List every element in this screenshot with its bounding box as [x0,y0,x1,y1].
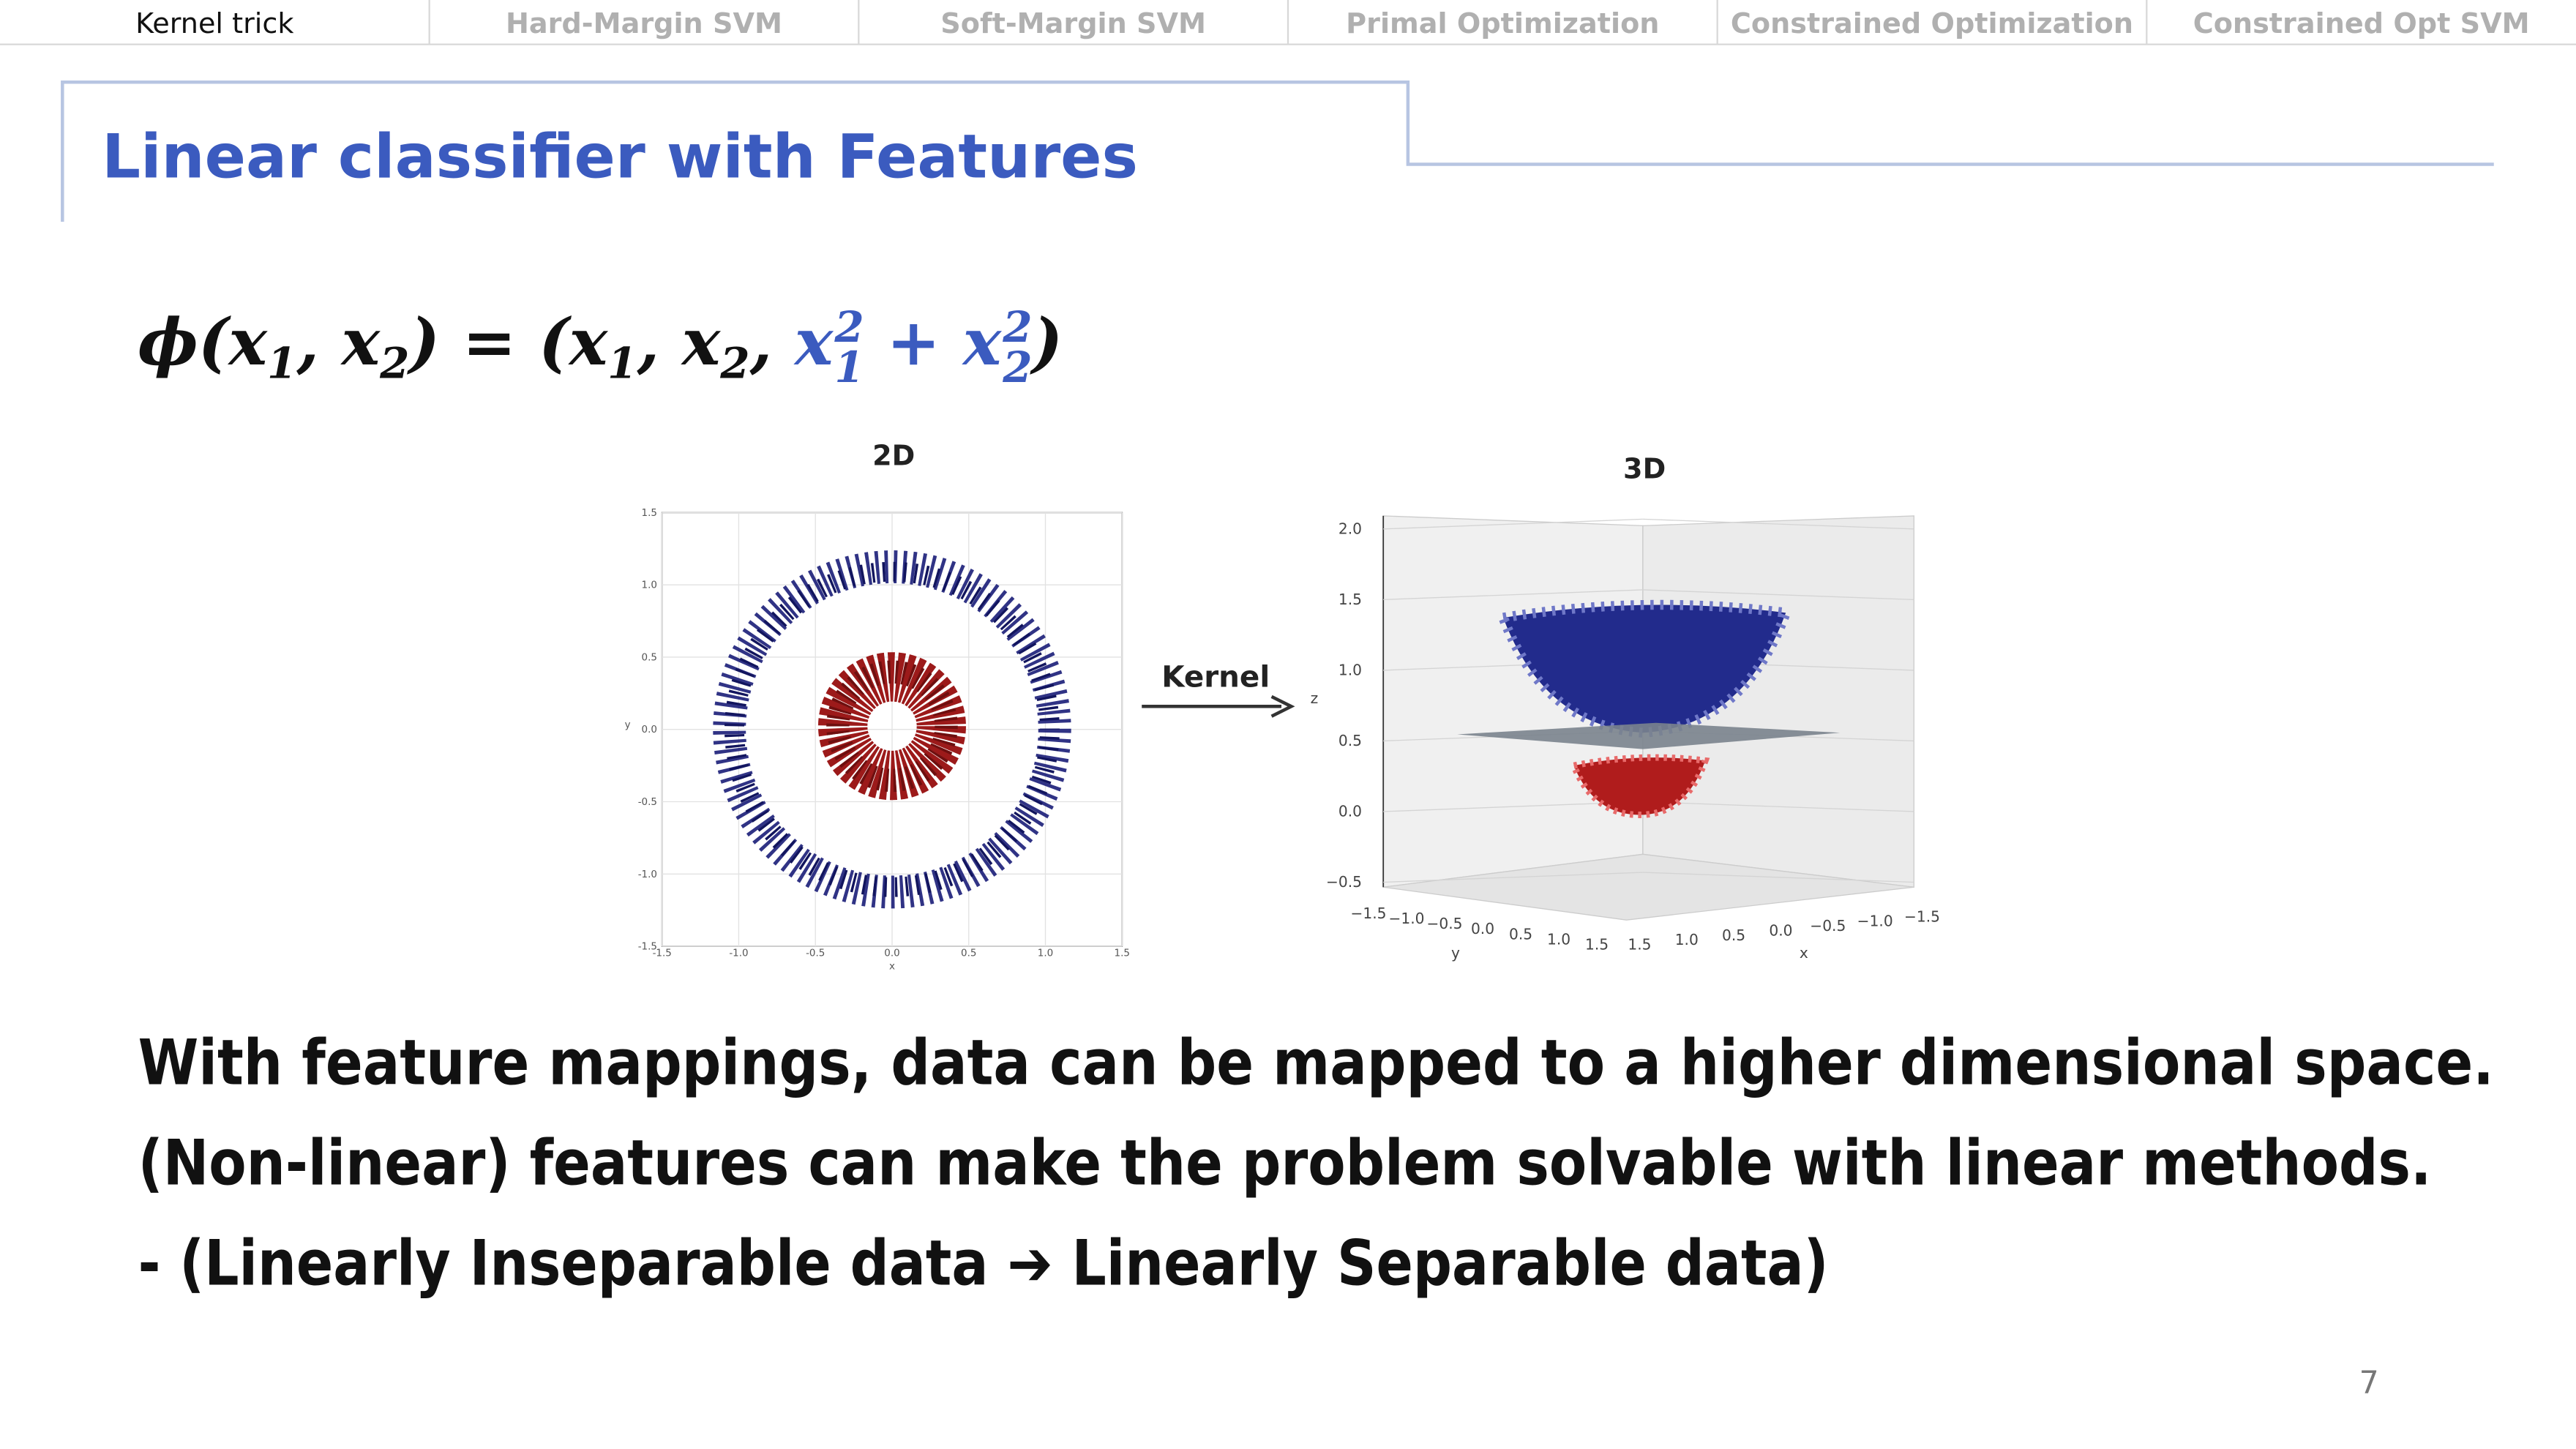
body-text: With feature mappings, data can be mappe… [138,1027,2494,1300]
outer-ring [724,561,1060,897]
x-tick-label: 1.5 [1115,948,1130,959]
x-tick-label: 0.5 [961,948,976,959]
figure-title: 3D [1623,452,1666,484]
y-tick-label: 1.5 [642,508,657,519]
inner-cluster [826,660,958,793]
tab-active[interactable]: Kernel trick [135,7,293,40]
floor-pane [1383,853,1914,921]
x-tick-label: 0.0 [884,948,899,959]
x-tick-label: -0.5 [806,948,825,959]
z-axis-label: z [1311,689,1319,707]
formula-part: 1 [834,342,864,393]
separating-plane [1457,722,1841,749]
y-tick-label: -1.5 [638,942,657,953]
formula-part: 2 [720,338,750,389]
figure-title: 2D [872,439,915,471]
grid-line [1642,801,1914,812]
formula-part: ) = (x [409,304,608,381]
x-axis-label: x [1800,944,1808,962]
z-tick-label: 1.0 [1338,662,1362,679]
y-tick-label: -0.5 [638,797,657,808]
y-tick-label: 1.0 [1547,930,1570,948]
y-tick-label: −0.5 [1426,915,1462,932]
z-tick-label: 1.5 [1338,591,1362,608]
formula-part: 2 [1003,342,1033,393]
grid-line [1642,872,1914,883]
formula-part: 2 [1003,302,1033,352]
x-tick-label: -1.5 [653,948,672,959]
y-tick-label: −1.0 [1388,910,1424,927]
x-tick-label: −1.5 [1904,907,1940,925]
grid-line [1383,589,1643,601]
ring-data [713,550,1071,909]
tab-bar: Kernel trick Hard-Margin SVM Soft-Margin S… [135,0,2530,45]
blue-points [1503,604,1786,733]
arrow-head [1270,694,1295,718]
outer-ring [713,550,1071,909]
formula-part: 2 [380,338,410,389]
y-axis-label: y [1451,944,1460,962]
formula-part: 2 [834,302,864,352]
y-axis-label: y [625,719,631,730]
formula-part: ) [1032,304,1063,381]
formula-part: , x [637,304,721,381]
x-tick-label: 0.5 [1722,926,1745,944]
x-tick-label: 1.0 [1038,948,1053,959]
grid-line [1642,589,1914,601]
formula-part: + x [864,304,1002,381]
y-tick-label: 1.5 [1585,936,1609,954]
y-tick-label: −1.5 [1350,905,1386,922]
tab[interactable]: Soft-Margin SVM [940,7,1206,40]
x-tick-label: 1.0 [1675,931,1699,948]
body-line: - (Linearly Inseparable data ➔ Linearly … [138,1228,1829,1300]
z-tick-label: 0.5 [1338,732,1362,749]
tab[interactable]: Hard-Margin SVM [506,7,782,40]
x-tick-label: 1.5 [1628,936,1651,954]
tab[interactable]: Constrained Opt SVM [2193,7,2530,40]
page-number: 7 [2359,1365,2379,1401]
red-points [1573,757,1706,815]
arrow-label: Kernel [1161,659,1270,694]
formula-part: ϕ(x [138,304,267,381]
x-tick-label: −1.0 [1857,913,1893,930]
y-tick-label: 0.0 [642,724,657,735]
y-tick-label: 0.5 [1509,925,1532,943]
body-line: With feature mappings, data can be mappe… [138,1027,2494,1100]
bowl-data [1457,599,1841,818]
z-tick-label: −0.5 [1326,873,1362,891]
tab[interactable]: Constrained Optimization [1731,7,2133,40]
slide-title: Linear classifier with Features [102,121,1138,192]
grid-line [1383,872,1643,883]
y-tick-label: 0.5 [642,652,657,663]
y-tick-label: -1.0 [638,869,657,880]
y-tick-label: 1.0 [642,580,657,591]
formula-part: , [749,304,795,381]
grid-line [1642,518,1914,530]
title-frame [61,80,2494,222]
x-axis-label: x [889,961,895,972]
x-tick-label: -1.0 [729,948,748,959]
tab[interactable]: Primal Optimization [1346,7,1659,40]
formula-part: x [794,304,834,381]
formula-part: 1 [607,338,637,389]
x-tick-label: −0.5 [1810,917,1846,935]
z-tick-label: 0.0 [1338,803,1362,820]
grid-line [1383,518,1643,530]
body-line: (Non-linear) features can make the probl… [138,1128,2432,1200]
red-points [1569,754,1710,818]
y-tick-label: 0.0 [1471,920,1494,937]
x-tick-label: 0.0 [1769,921,1792,939]
formula-part: 1 [266,338,297,389]
z-tick-label: 2.0 [1338,520,1362,538]
formula-part: , x [296,304,381,381]
